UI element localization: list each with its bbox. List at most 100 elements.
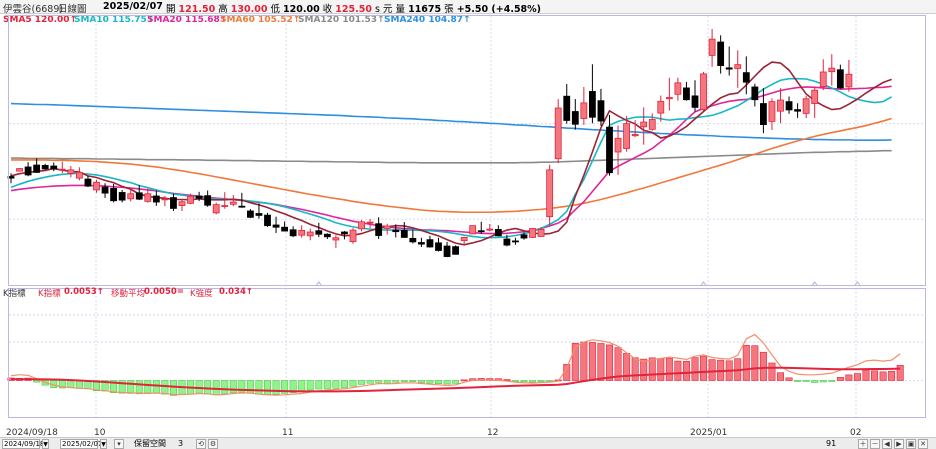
- histogram-bar: [845, 374, 853, 381]
- legend-sma240[interactable]: SMA240 104.87↑: [384, 15, 471, 25]
- candle-body: [127, 193, 135, 200]
- candle: [683, 81, 690, 101]
- high-label: 高: [218, 4, 228, 14]
- candle: [520, 232, 528, 240]
- indicator-name[interactable]: K指標: [3, 289, 26, 299]
- candle-body: [683, 87, 690, 101]
- candle: [443, 241, 451, 258]
- histogram-bar: [460, 379, 468, 382]
- chart-grid: [9, 16, 925, 418]
- x-tick-label: 10: [94, 428, 106, 438]
- retain-space-value[interactable]: 3: [178, 439, 184, 448]
- candle-body: [802, 98, 810, 114]
- candle: [606, 115, 613, 176]
- event-marker: [854, 281, 861, 287]
- end-date-dropdown[interactable]: ▼: [100, 439, 107, 449]
- candle: [742, 56, 750, 95]
- histogram-bar: [580, 341, 588, 381]
- histogram-bar: [340, 380, 348, 389]
- histogram-bar: [751, 345, 759, 381]
- indicator-ma-label: 移動平均: [111, 289, 146, 299]
- stock-name[interactable]: 伊雲谷(6689): [3, 4, 64, 14]
- histogram-bar: [503, 379, 511, 381]
- open-label: 開: [166, 4, 176, 14]
- candle: [785, 96, 793, 114]
- candle-body: [674, 82, 682, 95]
- candle-body: [84, 178, 92, 187]
- candle: [110, 183, 117, 203]
- zoom-in-icon[interactable]: ＋: [858, 439, 868, 449]
- histogram-bar: [409, 380, 417, 382]
- event-markers: [315, 281, 861, 287]
- candle: [674, 77, 682, 101]
- candle-body: [691, 95, 699, 108]
- histogram-bar: [152, 380, 160, 394]
- candle: [657, 95, 665, 122]
- candle-body: [229, 201, 237, 205]
- candle-body: [315, 230, 323, 235]
- histogram-bar: [614, 347, 622, 381]
- start-date-field[interactable]: 2024/09/18: [2, 439, 45, 449]
- candle: [221, 192, 229, 209]
- candle: [623, 115, 630, 152]
- zoom-out-icon[interactable]: －: [870, 439, 880, 449]
- legend-sma60[interactable]: SMA60 105.52↑: [220, 15, 301, 25]
- candle-body: [760, 103, 767, 125]
- histogram-bar: [33, 380, 41, 383]
- legend-sma10[interactable]: SMA10 115.75↑: [74, 15, 155, 25]
- change-value: +5.50 (+4.58%): [456, 4, 542, 14]
- period-label[interactable]: 日線圖: [58, 4, 87, 14]
- candle: [358, 219, 365, 232]
- candle: [383, 223, 391, 235]
- candle-body: [571, 111, 579, 125]
- ma-line-sma10: [10, 77, 893, 239]
- candle-body: [819, 71, 827, 88]
- candle-body: [554, 107, 562, 160]
- high-value: 130.00: [230, 4, 268, 14]
- candle: [135, 185, 143, 201]
- candle: [246, 209, 254, 218]
- start-date-dropdown[interactable]: ▼: [42, 439, 49, 449]
- legend-sma5[interactable]: SMA5 120.00↑: [3, 15, 78, 25]
- candle-body: [298, 230, 306, 236]
- candle: [255, 203, 263, 219]
- candle: [571, 99, 579, 130]
- candle: [589, 64, 596, 124]
- candle-body: [597, 100, 605, 122]
- signal-line: [10, 366, 901, 393]
- chevron-down-icon[interactable]: ▾: [114, 439, 124, 449]
- candle-body: [546, 169, 554, 218]
- x-tick-label: 2025/01: [690, 428, 728, 438]
- candle-body: [452, 246, 460, 255]
- histogram-bar: [768, 362, 776, 381]
- reset-icon[interactable]: ⟲: [196, 439, 206, 449]
- candle-body: [118, 192, 126, 201]
- candle-body: [289, 229, 297, 237]
- end-date-field[interactable]: 2025/02/07: [60, 439, 103, 449]
- candle-body: [110, 187, 117, 202]
- histogram-bar: [640, 358, 648, 381]
- histogram-bar: [383, 380, 391, 384]
- histogram-bar: [896, 365, 904, 381]
- expand-icon[interactable]: ▣: [906, 439, 916, 449]
- legend-sma20[interactable]: SMA20 115.68↑: [147, 15, 228, 25]
- histogram-bar: [700, 355, 708, 381]
- candle: [33, 158, 41, 173]
- histogram-bar: [349, 380, 357, 387]
- x-tick-label: 2024/09/18: [6, 428, 58, 438]
- candle: [58, 161, 66, 174]
- histogram-bar: [511, 380, 519, 382]
- settings-icon[interactable]: ⚙: [208, 439, 218, 449]
- close-icon[interactable]: ✕: [918, 439, 928, 449]
- scroll-right-icon[interactable]: ▶: [894, 439, 904, 449]
- legend-sma120[interactable]: SMA120 101.53↑: [298, 15, 385, 25]
- scroll-left-icon[interactable]: ◀: [882, 439, 892, 449]
- histogram-bar: [691, 357, 699, 381]
- histogram-bar: [323, 380, 331, 390]
- candle-body: [725, 67, 733, 70]
- histogram-bar: [520, 380, 528, 383]
- candle: [101, 183, 109, 198]
- candle-body: [93, 181, 100, 191]
- volume-value: 11675: [408, 4, 442, 14]
